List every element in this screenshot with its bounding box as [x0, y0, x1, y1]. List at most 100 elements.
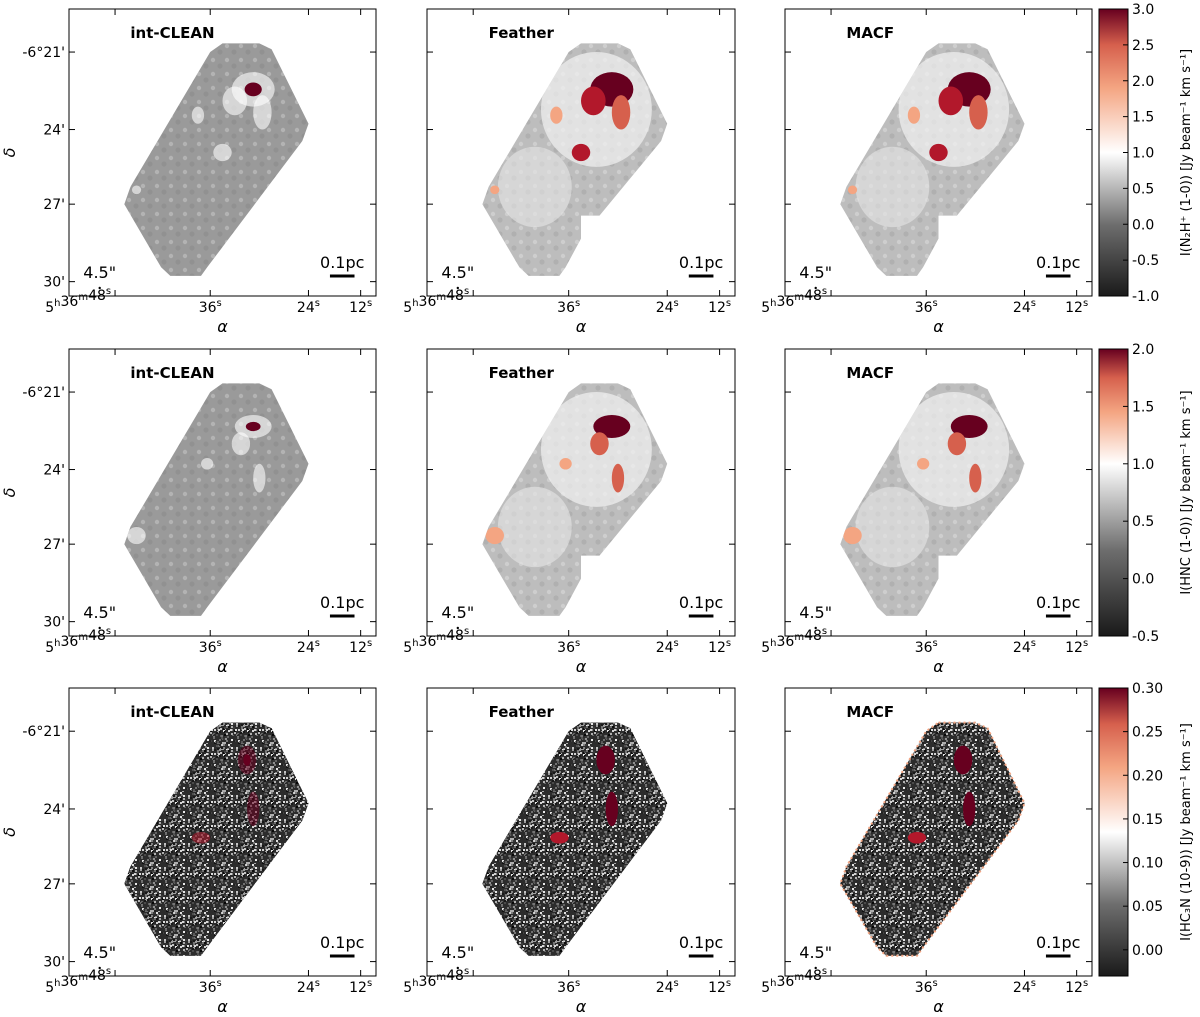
beam-label: 4.5" [799, 603, 832, 622]
colorbar-tick-label: 0.15 [1132, 812, 1163, 828]
scale-bar-label: 0.1pc [679, 593, 723, 612]
x-tick-label: 36s [557, 978, 580, 996]
y-tick-label: 24' [43, 802, 65, 818]
emission-peak [131, 185, 142, 195]
panel-frame [426, 687, 736, 977]
x-tick-label: 24s [297, 638, 320, 656]
beam-label: 4.5" [83, 603, 116, 622]
panel-frame [784, 348, 1093, 637]
emission-peak [917, 458, 930, 470]
colorbar-tick-label: 1.5 [1132, 110, 1154, 126]
panel-0-1: Feather 4.5" 0.1pc 5h36m48s 36s 24s 12s α [403, 8, 736, 336]
colorbar-tick-label: 0.20 [1132, 768, 1163, 784]
x-tick-label: 5h36m48s [45, 626, 111, 656]
emission-peak [243, 754, 251, 766]
colorbar-tick-label: 2.0 [1132, 74, 1154, 90]
panel-1-0: int-CLEAN 4.5" 0.1pc 5h36m48s 36s 24s 12s α -6°2… [0, 348, 377, 676]
emission-peak [244, 82, 262, 97]
emission-peak [191, 832, 211, 844]
colorbar-tick-label: -0.5 [1132, 253, 1159, 269]
panel-2-2: MACF 4.5" 0.1pc 5h36m48s 36s 24s 12s α [761, 687, 1093, 1016]
emission-peak [253, 95, 272, 130]
colorbar-label: I(N₂H⁺ (1-0)) [Jy beam⁻¹ km s⁻¹] [1179, 49, 1194, 256]
emission-peak [253, 463, 266, 493]
beam-marker [98, 286, 101, 290]
emission-peak [950, 415, 988, 438]
emission-peak [222, 86, 248, 116]
panel-title: int-CLEAN [130, 703, 214, 721]
beam-marker [814, 286, 817, 290]
x-axis-label: α [933, 997, 944, 1016]
x-tick-label: 5h36m48s [761, 626, 827, 656]
emission-peak [947, 432, 967, 456]
beam-marker [98, 626, 101, 630]
x-tick-label: 5h36m48s [403, 286, 469, 316]
beam-marker [456, 286, 459, 290]
x-tick-label: 24s [1013, 638, 1036, 656]
scale-bar-label: 0.1pc [1036, 593, 1080, 612]
x-tick-label: 5h36m48s [403, 626, 469, 656]
emission-peak [596, 745, 615, 775]
emission-peak [611, 95, 631, 130]
x-tick-label: 12s [708, 298, 731, 316]
emission-peak [907, 106, 921, 124]
y-tick-label: 27' [43, 877, 65, 893]
panel-frame [784, 687, 1093, 977]
x-axis-label: α [217, 997, 228, 1016]
x-tick-label: 12s [349, 298, 372, 316]
colorbar-ramp [1098, 687, 1129, 977]
colorbar-tick-label: 0.10 [1132, 856, 1163, 872]
x-axis-label: α [576, 317, 587, 336]
x-tick-label: 36s [557, 298, 580, 316]
x-axis-label: α [576, 657, 587, 676]
y-tick-label: 27' [43, 197, 65, 213]
y-tick-label: 27' [43, 537, 65, 553]
beam-marker [456, 626, 459, 630]
x-tick-label: 24s [656, 298, 679, 316]
y-axis-label: δ [0, 147, 19, 157]
x-axis-label: α [576, 997, 587, 1016]
y-tick-label: 30' [43, 955, 65, 971]
emission-peak [929, 143, 948, 162]
x-tick-label: 36s [915, 978, 938, 996]
panel-title: Feather [489, 703, 555, 721]
panel-title: MACF [846, 24, 894, 42]
colorbar-1: 2.0 1.5 1.0 0.5 0.0 -0.5 I(HNC (1-0)) [Jy beam… [1098, 342, 1194, 645]
colorbar-0: 3.0 2.5 2.0 1.5 1.0 0.5 0.0 -0.5 -1.0 I(N₂H⁺ (1-0… [1098, 2, 1194, 305]
x-tick-label: 24s [1013, 978, 1036, 996]
beam-label: 4.5" [83, 263, 116, 282]
colorbar-tick-label: 0.5 [1132, 514, 1154, 530]
y-tick-label: -6°21' [22, 45, 65, 61]
beam-marker [456, 966, 459, 970]
y-tick-label: 24' [43, 463, 65, 479]
x-tick-label: 36s [557, 638, 580, 656]
emission-peak [550, 106, 563, 124]
x-axis-label: α [933, 657, 944, 676]
x-tick-label: 36s [199, 638, 222, 656]
panel-frame [784, 8, 1093, 297]
x-tick-label: 12s [708, 978, 731, 996]
emission-peak [847, 185, 858, 195]
x-tick-label: 12s [1065, 978, 1088, 996]
beam-label: 4.5" [799, 943, 832, 962]
emission-peak [938, 86, 964, 116]
colorbar-tick-label: 0.5 [1132, 181, 1154, 197]
panel-title: Feather [489, 24, 555, 42]
panel-title: MACF [846, 364, 894, 382]
x-axis-label: α [933, 317, 944, 336]
panel-1-2: MACF 4.5" 0.1pc 5h36m48s 36s 24s 12s α [761, 348, 1093, 676]
colorbar-tick-label: 1.0 [1132, 146, 1154, 162]
emission-peak [605, 791, 618, 827]
panel-0-2: MACF 4.5" 0.1pc 5h36m48s 36s 24s 12s α [761, 8, 1093, 336]
emission-peak [953, 745, 973, 775]
emission-peak [969, 95, 988, 130]
beam-marker [814, 626, 817, 630]
panel-0-0: int-CLEAN 4.5" 0.1pc 5h36m48s 36s 24s 12s α -6°2… [0, 8, 377, 336]
panel-frame [68, 687, 377, 977]
scale-bar-label: 0.1pc [1036, 933, 1080, 952]
emission-peak [127, 526, 146, 545]
x-tick-label: 36s [199, 978, 222, 996]
emission-peak [571, 143, 591, 162]
emission-peak [963, 791, 976, 827]
